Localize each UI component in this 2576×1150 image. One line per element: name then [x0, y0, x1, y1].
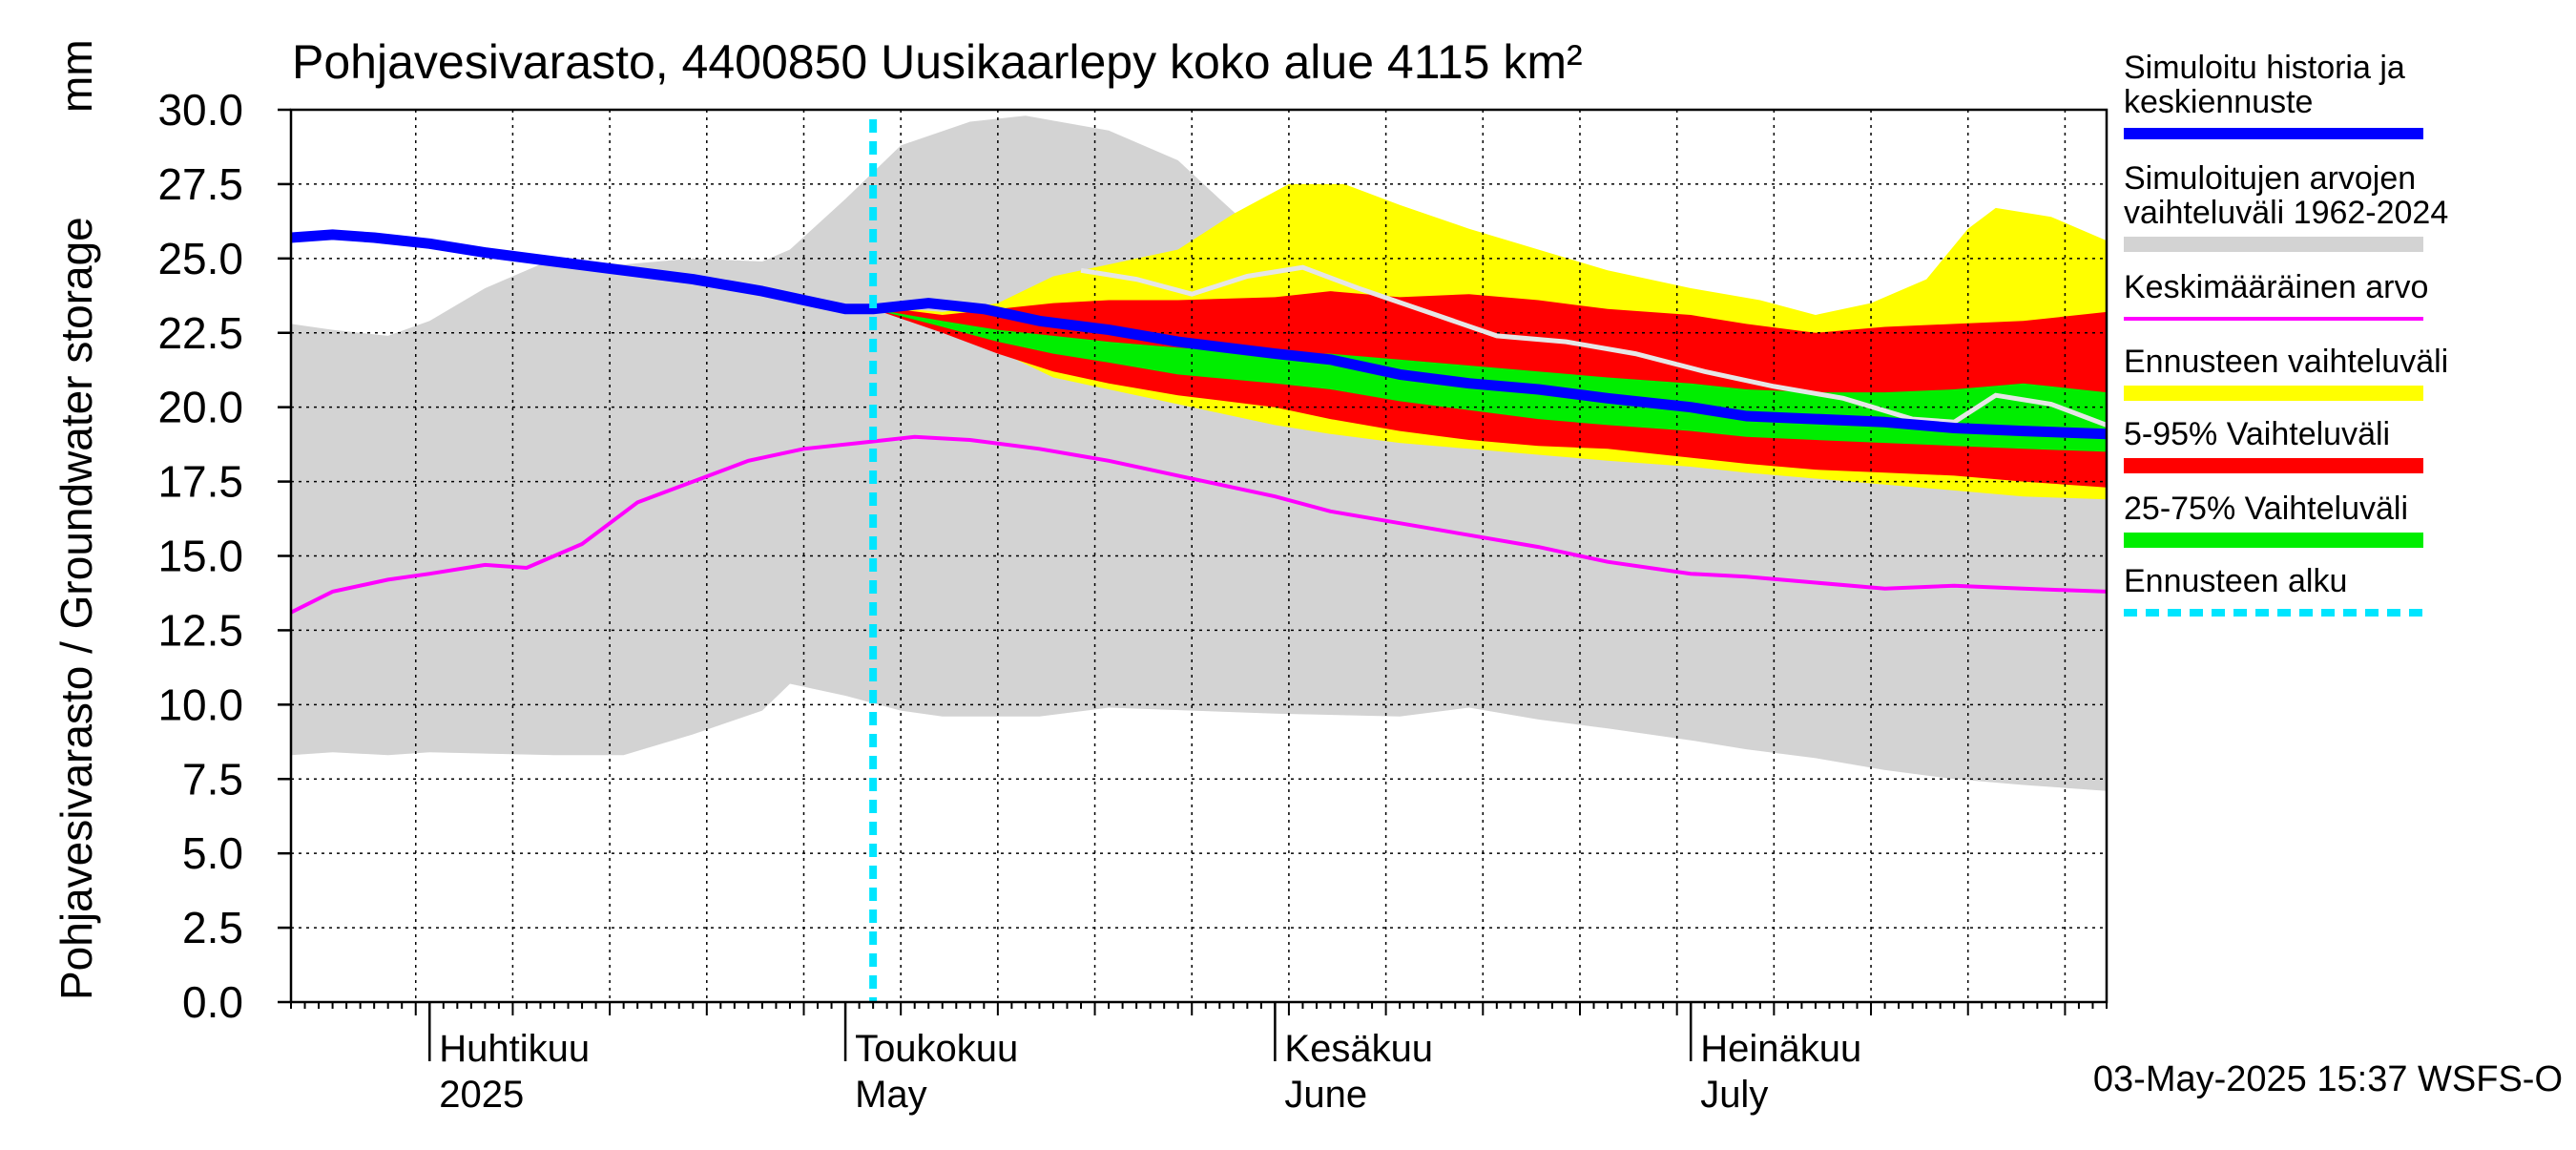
y-tick-label: 25.0: [157, 234, 243, 283]
y-tick-label: 15.0: [157, 532, 243, 581]
y-tick-label: 10.0: [157, 680, 243, 729]
legend-entry-forecast_range: Ennusteen vaihteluväli: [2124, 344, 2448, 401]
legend-label: Simuloitu historia ja: [2124, 50, 2405, 86]
x-month-label: Kesäkuu: [1284, 1028, 1433, 1070]
y-tick-label: 7.5: [182, 754, 243, 804]
legend-entry-mean: Keskimääräinen arvo: [2124, 269, 2428, 321]
legend-entry-forecast_start: Ennusteen alku: [2124, 563, 2423, 617]
y-tick-label: 22.5: [157, 308, 243, 358]
timestamp-footer: 03-May-2025 15:37 WSFS-O: [2093, 1059, 2563, 1099]
legend-label: vaihteluväli 1962-2024: [2124, 195, 2448, 231]
legend-entry-p5_95: 5-95% Vaihteluväli: [2124, 416, 2423, 473]
legend-swatch: [2124, 533, 2423, 548]
ensemble-grey-line: [1080, 264, 2107, 428]
x-month-sublabel: May: [855, 1074, 927, 1116]
x-month-sublabel: 2025: [439, 1074, 524, 1116]
legend-label: 5-95% Vaihteluväli: [2124, 416, 2390, 452]
y-tick-label: 0.0: [182, 977, 243, 1027]
legend-label: Ennusteen alku: [2124, 563, 2347, 599]
x-month-label: Huhtikuu: [439, 1028, 590, 1070]
plot-area: [291, 110, 2107, 1002]
history-forecast-line: [291, 229, 2107, 440]
legend-entry-p25_75: 25-75% Vaihteluväli: [2124, 491, 2423, 548]
y-axis-label: Pohjavesivarasto / Groundwater storage: [52, 217, 101, 1000]
y-tick-label: 27.5: [157, 159, 243, 209]
legend-label: 25-75% Vaihteluväli: [2124, 491, 2408, 527]
y-axis-unit: mm: [52, 39, 101, 113]
y-tick-label: 5.0: [182, 828, 243, 878]
grid: [291, 110, 2107, 1002]
legend-label: keskiennuste: [2124, 84, 2313, 120]
x-month-sublabel: June: [1284, 1074, 1367, 1116]
legend-label: Simuloitujen arvojen: [2124, 160, 2416, 197]
axes: 0.0 2.5 5.0 7.5 10.0 12.5 15.0 17.5 20.0 22.5 25.0…: [157, 85, 2109, 1116]
legend-label: Ennusteen vaihteluväli: [2124, 344, 2448, 380]
legend-swatch: [2124, 386, 2423, 401]
x-month-sublabel: July: [1700, 1074, 1768, 1116]
y-tick-label: 2.5: [182, 903, 243, 952]
legend-swatch: [2124, 237, 2423, 252]
y-tick-label: 12.5: [157, 605, 243, 655]
legend-swatch: [2124, 458, 2423, 473]
mean-line: [291, 434, 2107, 615]
y-tick-label: 17.5: [157, 457, 243, 507]
chart-title: Pohjavesivarasto, 4400850 Uusikaarlepy k…: [292, 35, 1583, 89]
x-month-label: Toukokuu: [855, 1028, 1018, 1070]
x-month-label: Heinäkuu: [1700, 1028, 1861, 1070]
y-tick-label: 30.0: [157, 85, 243, 135]
y-tick-label: 20.0: [157, 383, 243, 432]
legend: Simuloitu historia jakeskiennusteSimuloi…: [2124, 50, 2448, 617]
legend-label: Keskimääräinen arvo: [2124, 269, 2428, 305]
plot-clip-group: [291, 110, 2107, 1002]
